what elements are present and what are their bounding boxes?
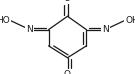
Text: N: N: [26, 25, 33, 34]
Text: O: O: [64, 0, 71, 3]
Text: O: O: [64, 70, 71, 74]
Text: HO: HO: [0, 16, 9, 25]
Text: N: N: [102, 25, 109, 34]
Text: OH: OH: [126, 16, 135, 25]
